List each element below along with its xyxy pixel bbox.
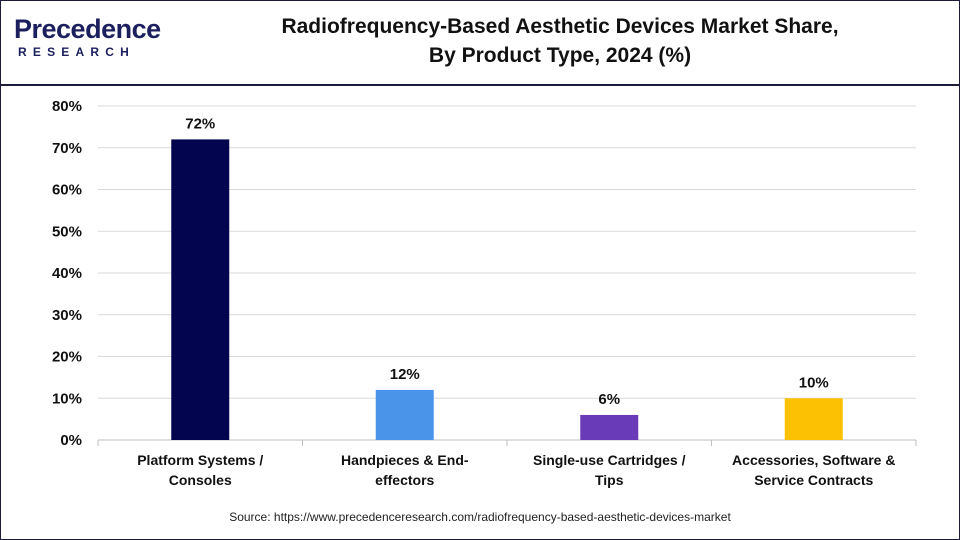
- x-tick-label: effectors: [375, 472, 434, 488]
- bar: [375, 389, 434, 440]
- y-tick-label: 30%: [52, 307, 82, 324]
- logo-wordmark: Precedence: [14, 14, 161, 44]
- logo-subtitle: RESEARCH: [18, 45, 135, 59]
- x-tick-label: Platform Systems /: [137, 452, 263, 468]
- x-tick-label: Tips: [595, 472, 624, 488]
- logo-name: recedence: [31, 14, 162, 44]
- x-tick-label: Single-use Cartridges /: [533, 452, 686, 468]
- y-tick-label: 0%: [60, 432, 82, 449]
- data-label: 12%: [390, 366, 420, 383]
- chart-title: Radiofrequency-Based Aesthetic Devices M…: [200, 12, 920, 70]
- y-tick-label: 50%: [52, 223, 82, 240]
- x-tick-label: Consoles: [169, 472, 232, 488]
- x-tick-label: Accessories, Software &: [732, 452, 895, 468]
- y-tick-label: 20%: [52, 349, 82, 366]
- bar: [580, 414, 639, 440]
- chart-title-line-1: Radiofrequency-Based Aesthetic Devices M…: [281, 15, 839, 38]
- header: Precedence RESEARCH Radiofrequency-Based…: [0, 0, 960, 86]
- chart-title-line-2: By Product Type, 2024 (%): [428, 44, 692, 67]
- y-tick-label: 80%: [52, 98, 82, 115]
- y-tick-label: 70%: [52, 140, 82, 157]
- logo-initial: P: [14, 14, 32, 44]
- bar: [171, 139, 230, 440]
- y-tick-label: 60%: [52, 182, 82, 199]
- y-tick-label: 10%: [52, 390, 82, 407]
- data-label: 72%: [185, 115, 215, 132]
- bar: [784, 398, 843, 440]
- header-divider: [0, 84, 960, 86]
- x-tick-label: Service Contracts: [754, 472, 873, 488]
- precedence-research-logo: Precedence RESEARCH: [14, 14, 164, 62]
- y-tick-label: 40%: [52, 265, 82, 282]
- source-note: Source: https://www.precedenceresearch.c…: [229, 510, 731, 524]
- x-tick-label: Handpieces & End-: [341, 452, 469, 468]
- data-label: 6%: [598, 391, 620, 408]
- data-label: 10%: [799, 374, 829, 391]
